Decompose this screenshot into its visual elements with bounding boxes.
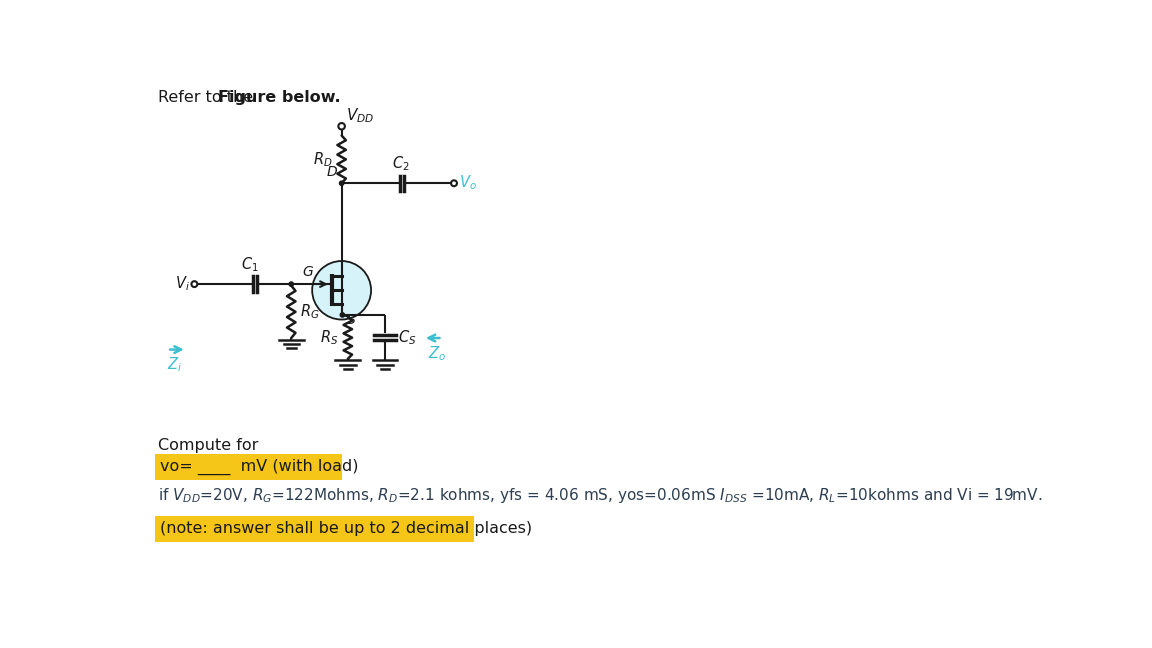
FancyBboxPatch shape [154, 516, 475, 542]
Text: $C_S$: $C_S$ [399, 329, 417, 347]
Circle shape [340, 313, 344, 317]
Text: vo= ____  mV (with load): vo= ____ mV (with load) [159, 459, 358, 476]
Text: Figure below.: Figure below. [219, 90, 341, 105]
Text: if $V_{DD}$=20V, $R_G$=122Mohms, $R_D$=2.1 kohms, yfs = 4.06 mS, yos=0.06mS $I_{: if $V_{DD}$=20V, $R_G$=122Mohms, $R_D$=2… [158, 487, 1043, 505]
Circle shape [289, 282, 294, 286]
Text: $V_o$: $V_o$ [460, 173, 477, 192]
Circle shape [340, 181, 343, 185]
Text: G: G [302, 266, 313, 279]
Text: $V_i$: $V_i$ [175, 274, 190, 293]
Text: S: S [347, 314, 356, 327]
Text: $C_1$: $C_1$ [241, 255, 258, 274]
Text: Compute for: Compute for [158, 438, 258, 453]
Text: (note: answer shall be up to 2 decimal places): (note: answer shall be up to 2 decimal p… [159, 522, 531, 537]
Text: Refer to the: Refer to the [158, 90, 258, 105]
Circle shape [312, 261, 371, 319]
Text: $R_G$: $R_G$ [300, 303, 319, 321]
FancyBboxPatch shape [154, 454, 342, 480]
Text: $R_S$: $R_S$ [320, 329, 339, 347]
Text: $V_{DD}$: $V_{DD}$ [347, 107, 374, 126]
Text: $C_2$: $C_2$ [393, 154, 410, 173]
Text: $Z_i$: $Z_i$ [167, 356, 182, 375]
Text: $R_D$: $R_D$ [312, 150, 332, 168]
Text: D: D [326, 165, 338, 179]
Text: $Z_o$: $Z_o$ [429, 344, 447, 363]
